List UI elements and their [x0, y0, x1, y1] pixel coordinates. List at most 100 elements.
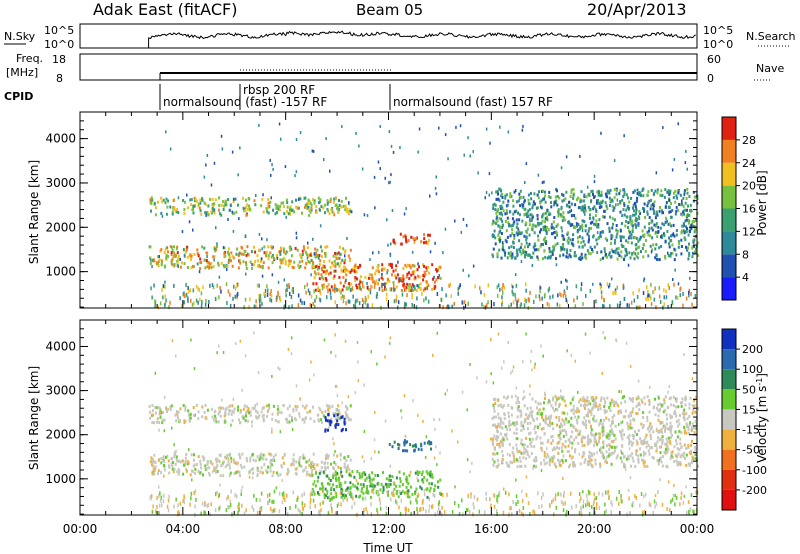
echo-cell [684, 403, 687, 407]
echo-cell [688, 219, 691, 223]
echo-cell [539, 230, 541, 234]
echo-cell [688, 415, 691, 418]
echo-noise [487, 300, 489, 305]
echo-noise [244, 297, 247, 302]
echo-cell [668, 439, 671, 443]
echo-cell [201, 198, 204, 202]
echo-noise [682, 291, 684, 296]
echo-cell [242, 206, 245, 210]
echo-cell [558, 440, 561, 444]
echo-cell [650, 446, 653, 450]
echo-cell [316, 248, 319, 252]
echo-cell [243, 404, 246, 408]
echo-cell [228, 253, 230, 257]
echo-cell [591, 433, 594, 437]
echo-noise [636, 219, 638, 223]
echo-cell [684, 219, 687, 223]
echo-cell [356, 482, 359, 486]
echo-cell [399, 480, 402, 484]
echo-cell [637, 222, 640, 226]
echo-cell [321, 485, 324, 489]
echo-noise [663, 302, 665, 307]
echo-noise [386, 271, 388, 275]
echo-cell [533, 248, 536, 252]
echo-cell [532, 458, 535, 462]
echo-cell [511, 232, 514, 236]
echo-cell [613, 404, 616, 408]
echo-cell [554, 195, 557, 199]
echo-cell [690, 227, 693, 231]
echo-noise [256, 283, 259, 288]
echo-cell [540, 441, 542, 445]
echo-cell [508, 442, 511, 446]
echo-noise [467, 494, 469, 498]
echo-cell [649, 446, 652, 450]
echo-noise [160, 495, 163, 500]
echo-cell [509, 460, 512, 464]
echo-noise [693, 510, 695, 515]
echo-noise [219, 505, 221, 510]
echo-cell [189, 416, 192, 420]
echo-cell [637, 215, 640, 219]
echo-noise [466, 508, 468, 513]
echo-cell [647, 190, 650, 194]
echo-noise [236, 295, 238, 300]
echo-noise [515, 502, 517, 507]
echo-cell [304, 250, 307, 254]
echo-noise [527, 297, 530, 302]
echo-cell [648, 216, 651, 219]
echo-cell [610, 462, 613, 466]
echo-cell [681, 203, 684, 207]
echo-cell [652, 430, 655, 434]
echo-cell [650, 204, 653, 208]
echo-cell [298, 458, 301, 461]
echo-noise [310, 294, 313, 299]
echo-cell [195, 403, 198, 407]
echo-cell [664, 240, 667, 244]
echo-cell [260, 452, 263, 456]
echo-cell [186, 245, 189, 249]
echo-cell [283, 452, 286, 456]
echo-cell [154, 405, 157, 409]
echo-cell [525, 221, 528, 225]
echo-cell [582, 239, 585, 243]
echo-cell [346, 413, 349, 417]
echo-cell [217, 263, 220, 267]
echo-noise [433, 493, 436, 498]
echo-cell [239, 261, 242, 265]
echo-cell [521, 443, 524, 447]
echo-cell [415, 289, 418, 292]
echo-noise [647, 294, 649, 299]
echo-noise [520, 511, 523, 516]
echo-noise [685, 510, 688, 515]
echo-cell [199, 459, 202, 463]
echo-cell [567, 220, 570, 224]
echo-cell [182, 472, 185, 476]
echo-cell [495, 221, 498, 225]
echo-noise [372, 251, 374, 255]
echo-cell [588, 455, 590, 459]
echo-cell [588, 420, 591, 424]
echo-cell [510, 254, 513, 258]
echo-cell [574, 428, 577, 432]
echo-cell [546, 225, 548, 229]
echo-cell [349, 458, 352, 462]
echo-noise [497, 293, 499, 298]
echo-cell [179, 407, 182, 411]
echo-cell [408, 495, 411, 499]
echo-cell [252, 471, 255, 475]
echo-cell [695, 227, 698, 231]
echo-cell [669, 254, 672, 258]
echo-cell [503, 412, 506, 416]
echo-cell [544, 240, 547, 243]
echo-cell [557, 397, 560, 400]
echo-noise [390, 242, 392, 246]
echo-cell [301, 253, 304, 256]
echo-cell [334, 470, 337, 474]
echo-cell [250, 250, 253, 254]
echo-cell [431, 263, 434, 267]
echo-cell [566, 450, 569, 454]
echo-cell [347, 269, 350, 273]
echo-cell [261, 197, 264, 201]
echo-cell [680, 224, 683, 228]
